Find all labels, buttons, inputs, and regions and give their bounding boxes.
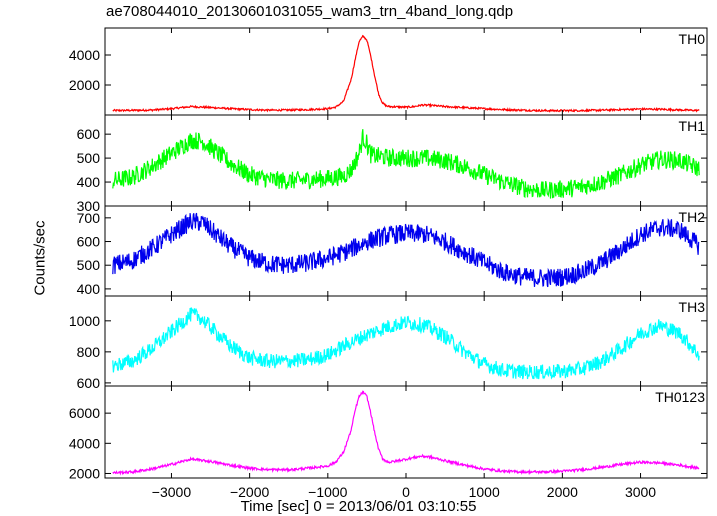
panel-th3-label: TH3 (679, 299, 706, 315)
x-axis-label: Time [sec] 0 = 2013/06/01 03:10:55 (240, 498, 477, 515)
panel-th0-ytick-label: 4000 (69, 47, 100, 63)
panel-th3-series-line (112, 307, 700, 380)
panel-th3-ytick-label: 600 (77, 375, 101, 391)
panel-th1-ytick-label: 500 (77, 150, 101, 166)
panel-th2-ytick-label: 600 (77, 234, 101, 250)
panel-th2-ytick-label: 400 (77, 281, 101, 297)
panel-th0-series-line (112, 34, 700, 113)
x-tick-label: −1000 (308, 484, 348, 500)
chart-title: ae708044010_20130601031055_wam3_trn_4ban… (106, 3, 514, 20)
panel-th0123-label: TH0123 (655, 389, 705, 405)
panel-th0123-ytick-label: 4000 (69, 435, 100, 451)
panel-th0-frame (104, 27, 708, 116)
x-tick-label: −2000 (230, 484, 270, 500)
panel-th0123-ytick-label: 2000 (69, 465, 100, 481)
panel-th2-label: TH2 (679, 209, 706, 225)
panel-th2-ytick-label: 700 (77, 210, 101, 226)
panel-th3-ytick-label: 800 (77, 344, 101, 360)
x-tick-label: 3000 (625, 484, 656, 500)
panel-th0123-ytick-label: 6000 (69, 405, 100, 421)
x-tick-label: 2000 (547, 484, 578, 500)
panel-th3-ytick-label: 1000 (69, 313, 100, 329)
panel-th1-series-line (112, 129, 700, 199)
x-tick-label: 0 (402, 484, 410, 500)
x-tick-label: 1000 (469, 484, 500, 500)
panel-th0123-series-line (112, 390, 700, 476)
x-tick-label: −3000 (152, 484, 192, 500)
panel-th1-ytick-label: 600 (77, 126, 101, 142)
panel-th2-series-line (112, 212, 700, 288)
panel-th1-ytick-label: 300 (77, 198, 101, 214)
panel-th1-ytick-label: 400 (77, 174, 101, 190)
panel-th2-ytick-label: 500 (77, 257, 101, 273)
panel-th0-ytick-label: 2000 (69, 77, 100, 93)
panel-th0-label: TH0 (679, 31, 706, 47)
panel-th1-label: TH1 (679, 118, 706, 134)
